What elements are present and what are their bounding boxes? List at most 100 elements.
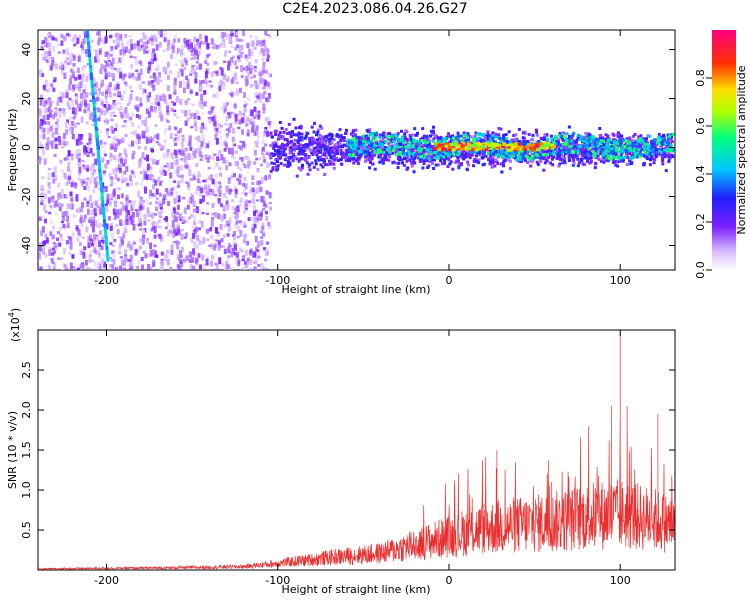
- heatmap-cell: [312, 165, 316, 169]
- heatmap-cell: [291, 159, 295, 163]
- heatmap-cell: [266, 247, 270, 254]
- heatmap-cell: [342, 143, 346, 147]
- heatmap-cell: [67, 150, 71, 157]
- heatmap-cell: [118, 57, 122, 63]
- heatmap-cell: [103, 65, 107, 72]
- heatmap-cell: [145, 92, 149, 97]
- heatmap-cell: [508, 159, 512, 163]
- heatmap-cell: [517, 127, 521, 131]
- heatmap-cell: [616, 149, 620, 153]
- heatmap-cell: [278, 154, 282, 158]
- heatmap-cell: [230, 45, 234, 48]
- heatmap-cell: [49, 141, 53, 145]
- heatmap-cell: [71, 254, 75, 259]
- heatmap-cell: [181, 137, 185, 142]
- heatmap-cell: [166, 105, 170, 113]
- heatmap-cell: [182, 52, 186, 55]
- heatmap-cell: [146, 154, 149, 162]
- heatmap-cell: [502, 151, 506, 155]
- heatmap-cell: [243, 221, 247, 225]
- heatmap-cell: [666, 133, 670, 137]
- heatmap-cell: [52, 234, 56, 240]
- heatmap-cell: [179, 127, 182, 133]
- heatmap-cell: [314, 146, 318, 150]
- heatmap-cell: [538, 153, 542, 157]
- heatmap-cell: [112, 259, 116, 265]
- heatmap-cell: [318, 137, 321, 141]
- heatmap-cell: [628, 146, 632, 150]
- heatmap-cell: [194, 126, 198, 132]
- heatmap-cell: [128, 259, 132, 262]
- heatmap-cell: [162, 169, 166, 172]
- heatmap-cell: [176, 223, 180, 226]
- heatmap-cell: [636, 155, 640, 159]
- heatmap-cell: [252, 192, 256, 198]
- heatmap-cell: [86, 202, 90, 208]
- heatmap-cell: [228, 92, 232, 95]
- heatmap-cell: [82, 251, 86, 259]
- heatmap-cell: [112, 111, 116, 114]
- heatmap-cell: [170, 231, 174, 235]
- heatmap-cell: [155, 141, 159, 144]
- heatmap-cell: [139, 103, 143, 107]
- heatmap-cell: [494, 133, 498, 137]
- heatmap-cell: [124, 124, 128, 128]
- heatmap-cell: [72, 116, 76, 120]
- heatmap-cell: [180, 141, 184, 148]
- heatmap-cell: [614, 160, 618, 163]
- heatmap-cell: [402, 141, 406, 145]
- heatmap-cell: [166, 43, 170, 51]
- heatmap-cell: [253, 65, 257, 69]
- heatmap-cell: [243, 224, 247, 228]
- heatmap-cell: [446, 165, 450, 168]
- heatmap-cell: [209, 227, 213, 232]
- heatmap-cell: [114, 32, 118, 38]
- heatmap-cell: [211, 46, 215, 49]
- heatmap-cell: [316, 131, 320, 134]
- heatmap-cell: [81, 66, 85, 72]
- heatmap-cell: [251, 227, 255, 233]
- heatmap-cell: [234, 78, 238, 84]
- heatmap-cell: [144, 253, 148, 259]
- heatmap-cell: [55, 64, 59, 70]
- heatmap-cell: [163, 30, 167, 38]
- heatmap-cell: [167, 39, 171, 46]
- heatmap-cell: [300, 136, 304, 140]
- heatmap-cell: [526, 139, 530, 143]
- heatmap-cell: [405, 153, 409, 157]
- heatmap-cell: [291, 130, 295, 134]
- heatmap-cell: [205, 57, 209, 60]
- heatmap-cell: [58, 111, 62, 119]
- heatmap-cell: [593, 154, 597, 158]
- heatmap-cell: [195, 188, 198, 195]
- heatmap-cell: [86, 200, 90, 204]
- heatmap-cell: [299, 126, 303, 130]
- heatmap-cell: [651, 152, 655, 156]
- heatmap-cell: [365, 157, 369, 161]
- heatmap-cell: [223, 234, 226, 238]
- heatmap-cell: [264, 30, 268, 36]
- heatmap-cell: [265, 216, 269, 221]
- heatmap-cell: [233, 72, 237, 80]
- heatmap-cell: [197, 171, 201, 178]
- heatmap-cell: [45, 100, 48, 104]
- heatmap-cell: [38, 145, 42, 149]
- heatmap-cell: [652, 142, 656, 146]
- heatmap-cell: [129, 215, 133, 221]
- heatmap-cell: [474, 131, 478, 135]
- heatmap-cell: [236, 44, 240, 48]
- heatmap-cell: [317, 149, 321, 153]
- heatmap-cell: [590, 139, 594, 143]
- heatmap-cell: [71, 121, 74, 125]
- heatmap-cell: [153, 76, 157, 83]
- heatmap-cell: [545, 150, 549, 154]
- heatmap-cell: [559, 151, 563, 155]
- heatmap-cell: [151, 144, 155, 147]
- heatmap-cell: [93, 235, 97, 242]
- heatmap-cell: [486, 131, 490, 135]
- heatmap-cell: [224, 105, 227, 112]
- heatmap-cell: [448, 162, 452, 166]
- heatmap-cell: [114, 45, 118, 50]
- heatmap-cell: [244, 156, 248, 161]
- heatmap-cell: [245, 103, 249, 106]
